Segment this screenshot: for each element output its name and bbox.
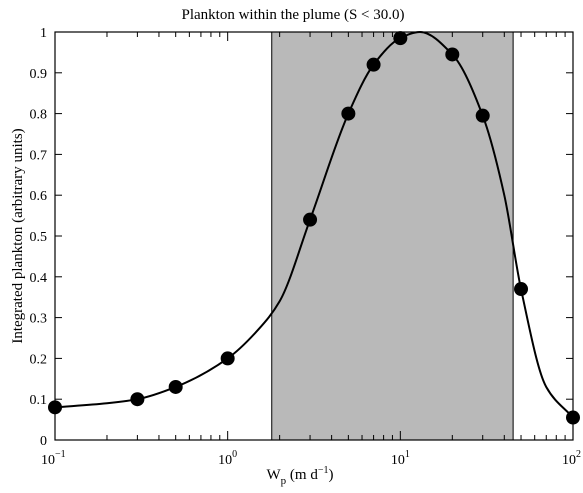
x-tick-label-base: 10 — [562, 453, 576, 468]
y-tick-label: 0.2 — [30, 352, 48, 367]
y-tick-label: 0 — [40, 434, 47, 449]
x-tick-label-exponent: 1 — [405, 449, 410, 460]
x-axis-label-unit: (m d — [286, 467, 318, 483]
y-tick-label: 0.8 — [30, 108, 48, 123]
x-tick-label-exponent: 0 — [232, 449, 237, 460]
x-tick-label-base: 10 — [218, 453, 232, 468]
shaded-band — [271, 31, 514, 441]
y-tick-label: 0.7 — [30, 148, 48, 163]
data-point — [168, 379, 183, 394]
x-tick-label-exponent: 2 — [576, 449, 581, 460]
data-point — [130, 392, 145, 407]
y-tick-label: 0.4 — [30, 271, 48, 286]
data-point — [475, 108, 490, 123]
x-axis-label: Wp (m d−1) — [267, 465, 334, 487]
x-tick-label: 102 — [562, 449, 581, 468]
data-point — [514, 282, 529, 297]
y-tick-label: 0.3 — [30, 312, 48, 327]
shaded-region — [271, 31, 514, 441]
data-point — [220, 351, 235, 366]
x-tick-label: 101 — [391, 449, 410, 468]
x-axis-label-subscript: p — [281, 475, 287, 487]
x-axis-ticks: 10−1 100 101 102 — [41, 32, 581, 468]
data-point — [366, 57, 381, 72]
x-axis-label-unit-exponent: −1 — [318, 465, 329, 476]
y-tick-label: 0.6 — [30, 189, 48, 204]
y-tick-label: 0.1 — [30, 393, 48, 408]
x-axis-label-base: W — [267, 467, 282, 483]
data-points — [48, 31, 580, 425]
y-tick-label: 1 — [40, 26, 47, 41]
x-tick-label-base: 10 — [41, 453, 55, 468]
data-point — [341, 106, 356, 121]
x-tick-label: 10−1 — [41, 449, 66, 468]
data-point — [445, 47, 460, 62]
x-tick-label-exponent: −1 — [55, 449, 66, 460]
x-tick-label-base: 10 — [391, 453, 405, 468]
x-tick-label: 100 — [218, 449, 237, 468]
x-axis-label-unit-close: ) — [328, 467, 333, 483]
y-axis-ticks: 0 0.1 0.2 0.3 0.4 0.5 0.6 0.7 0.8 0.9 1 — [30, 26, 573, 449]
chart-title: Plankton within the plume (S < 30.0) — [181, 7, 404, 23]
y-tick-label: 0.5 — [30, 230, 48, 245]
y-axis-label: Integrated plankton (arbitrary units) — [10, 128, 26, 343]
y-tick-label: 0.9 — [30, 67, 48, 82]
data-point — [303, 212, 318, 227]
